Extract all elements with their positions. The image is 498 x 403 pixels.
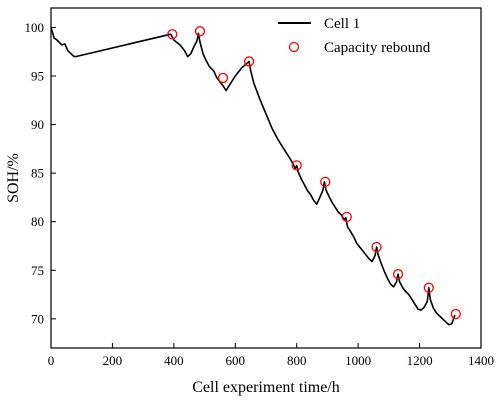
legend-circle-swatch bbox=[288, 41, 300, 53]
series-line-cell1 bbox=[50, 27, 456, 326]
x-tick-label: 200 bbox=[103, 353, 123, 368]
y-tick-label: 85 bbox=[31, 166, 44, 181]
plot-frame bbox=[50, 7, 482, 349]
capacity-rebound-point bbox=[423, 282, 434, 293]
capacity-rebound-point bbox=[341, 211, 352, 223]
y-tick-label: 80 bbox=[31, 214, 44, 229]
x-tick-label: 800 bbox=[287, 353, 307, 368]
x-tick-label: 1400 bbox=[468, 353, 494, 368]
capacity-rebound-point bbox=[371, 241, 382, 253]
x-tick-label: 400 bbox=[164, 353, 184, 368]
y-tick-label: 75 bbox=[31, 263, 44, 278]
x-tick-label: 0 bbox=[48, 353, 55, 368]
legend-label-capacity-rebound: Capacity rebound bbox=[324, 40, 431, 56]
legend-label-cell1: Cell 1 bbox=[324, 16, 360, 32]
x-axis-title: Cell experiment time/h bbox=[192, 379, 340, 396]
capacity-rebound-point bbox=[320, 176, 331, 188]
capacity-rebound-point bbox=[450, 308, 461, 320]
capacity-rebound-point bbox=[167, 29, 178, 40]
capacity-rebound-point bbox=[392, 269, 404, 280]
capacity-rebound-point bbox=[243, 56, 255, 67]
capacity-rebound-point bbox=[217, 72, 229, 84]
capacity-rebound-point bbox=[291, 160, 302, 171]
x-tick-label: 1200 bbox=[407, 353, 433, 368]
y-axis-title: SOH/% bbox=[5, 153, 22, 203]
x-tick-label: 600 bbox=[226, 353, 246, 368]
y-tick-label: 100 bbox=[25, 20, 45, 35]
capacity-rebound-point bbox=[194, 26, 206, 37]
plot-area bbox=[50, 26, 461, 326]
y-tick-label: 90 bbox=[31, 117, 44, 132]
x-tick-label: 1000 bbox=[345, 353, 371, 368]
y-tick-label: 70 bbox=[31, 311, 44, 326]
axes: 0 200 400 600 800 1000 1200 1400 70 75 80 85 90 95 100 bbox=[25, 7, 494, 368]
legend: Cell 1 Capacity rebound bbox=[278, 16, 431, 56]
y-tick-label: 95 bbox=[31, 69, 44, 84]
